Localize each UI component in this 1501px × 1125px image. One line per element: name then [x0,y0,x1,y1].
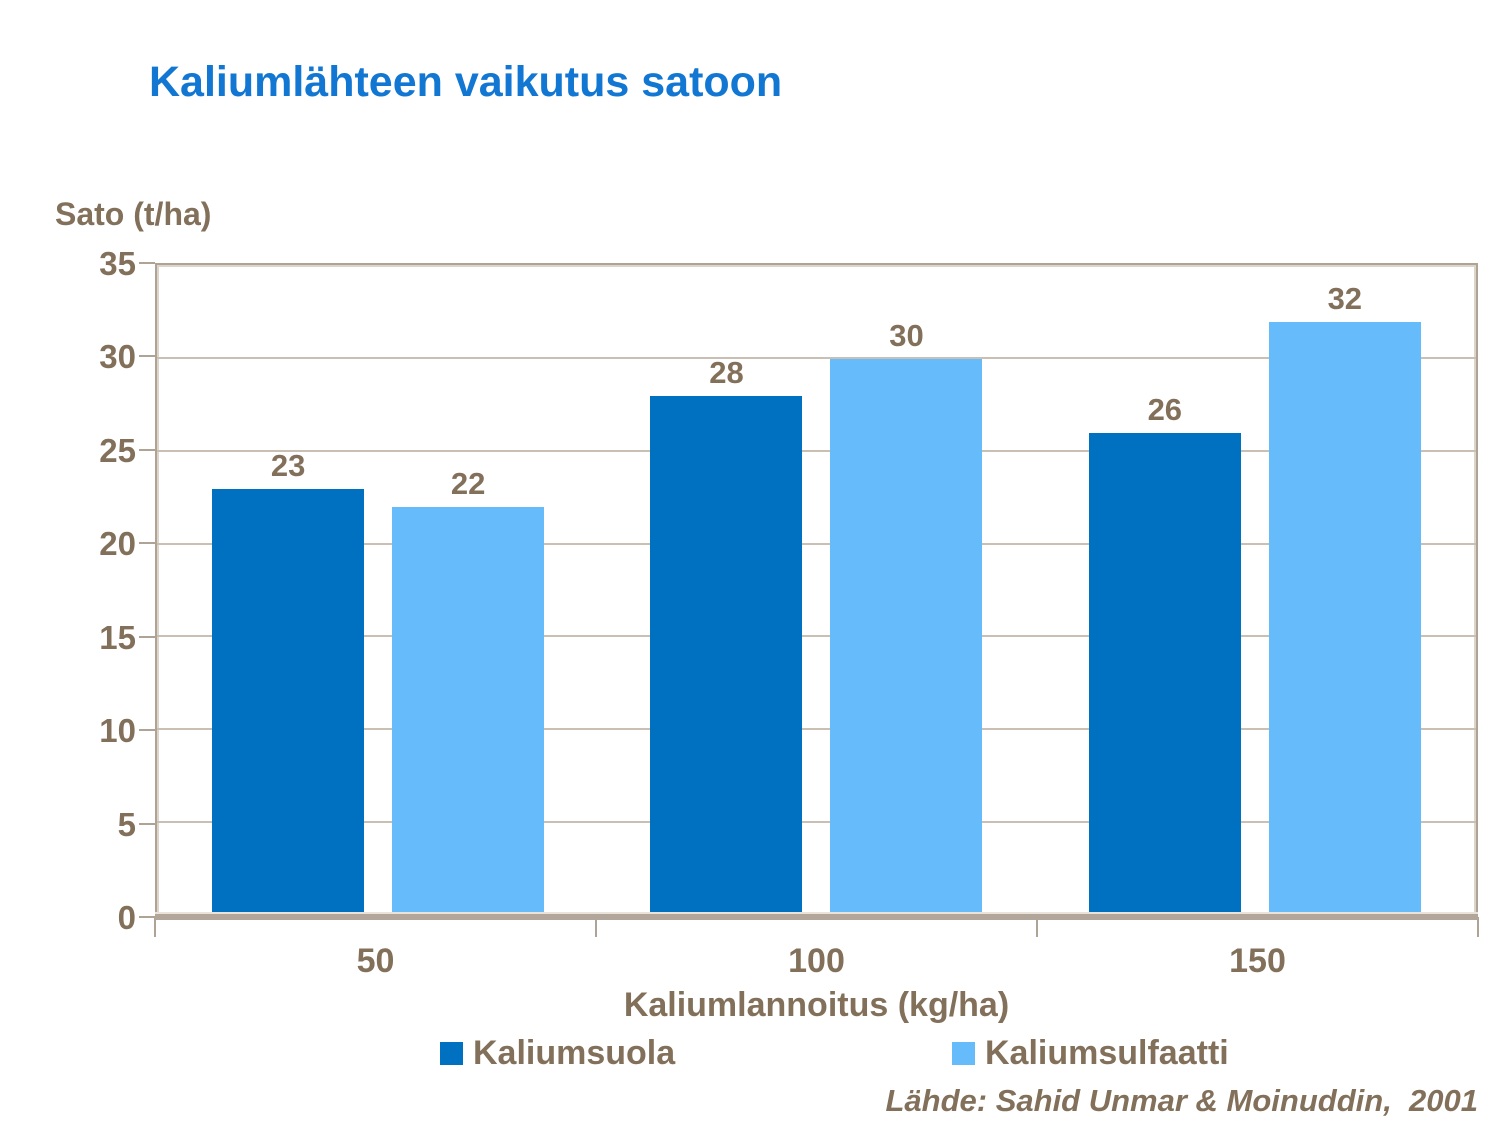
x-tick-mark-1 [595,917,597,937]
y-tick-label-0: 0 [117,899,136,936]
y-tick-mark-35 [139,262,155,264]
y-tick-mark-15 [139,635,155,638]
legend-label: Kaliumsulfaatti [985,1034,1229,1072]
y-tick-label-5: 5 [117,805,136,843]
legend-marker-icon [440,1041,463,1065]
x-tick-mark-2 [1036,917,1038,937]
bar-Kaliumsuola-100 [650,396,803,913]
y-tick-label-30: 30 [99,338,136,376]
bar-wrap-Kaliumsuola-150: 26 [1088,267,1241,913]
bar-value-label: 30 [889,318,924,354]
y-tick-mark-20 [139,542,155,545]
bar-value-label: 28 [709,355,744,391]
gridline-30 [157,356,1476,359]
x-tick-mark-3 [1477,917,1479,937]
bar-wrap-Kaliumsulfaatti-150: 32 [1268,267,1421,913]
chart-title: Kaliumlähteen vaikutus satoon [149,58,783,106]
bar-group-150: 26 32 [1036,267,1474,913]
bar-value-label: 22 [450,465,486,501]
legend-label: Kaliumsuola [473,1034,676,1072]
bar-value-label: 32 [1327,281,1363,317]
bar-Kaliumsulfaatti-100 [830,359,983,913]
source-note: Lähde: Sahid Unmar & Moinuddin, 2001 [885,1083,1478,1118]
plot-area: 23 22 28 30 26 32 [155,263,1478,920]
legend-entry-Kaliumsuola: Kaliumsuola [440,1036,675,1070]
y-tick-mark-30 [139,355,155,358]
gridline-20 [157,542,1476,545]
x-category-label-100: 100 [788,942,845,980]
bar-group-50: 23 22 [159,267,597,913]
bar-Kaliumsuola-150 [1088,433,1241,913]
y-axis-title: Sato (t/ha) [55,196,212,232]
x-category-label-150: 150 [1229,942,1286,980]
x-axis-title: Kaliumlannoitus (kg/ha) [623,986,1010,1024]
y-tick-label-25: 25 [99,431,136,469]
bar-wrap-Kaliumsulfaatti-100: 30 [830,267,983,913]
bar-Kaliumsulfaatti-50 [392,506,545,913]
legend-marker-icon [952,1041,975,1065]
gridline-15 [157,635,1476,638]
y-tick-mark-10 [139,729,155,732]
x-category-labels: 50 100 150 [155,942,1478,981]
y-tick-mark-25 [139,448,155,451]
legend-entry-Kaliumsulfaatti: Kaliumsulfaatti [952,1036,1229,1070]
bar-value-label: 23 [270,447,306,483]
y-tick-mark-5 [139,822,155,825]
bar-groups: 23 22 28 30 26 32 [159,267,1474,913]
gridline-5 [157,821,1476,824]
gridline-25 [157,449,1476,452]
y-tick-mark-0 [139,916,155,918]
bar-value-label: 26 [1147,392,1183,428]
bar-wrap-Kaliumsuola-100: 28 [650,267,803,913]
y-tick-label-35: 35 [99,245,136,282]
gridline-10 [157,728,1476,731]
bar-wrap-Kaliumsuola-50: 23 [212,267,365,913]
bar-Kaliumsulfaatti-150 [1268,322,1421,913]
y-tick-label-10: 10 [99,712,136,750]
y-tick-label-20: 20 [99,525,136,563]
y-tick-label-15: 15 [99,618,136,656]
bar-group-100: 28 30 [597,267,1035,913]
bar-Kaliumsuola-50 [212,488,365,913]
bar-wrap-Kaliumsulfaatti-50: 22 [392,267,545,913]
x-tick-mark-0 [154,917,156,937]
x-category-label-50: 50 [356,942,395,980]
x-axis-line [155,912,1478,920]
